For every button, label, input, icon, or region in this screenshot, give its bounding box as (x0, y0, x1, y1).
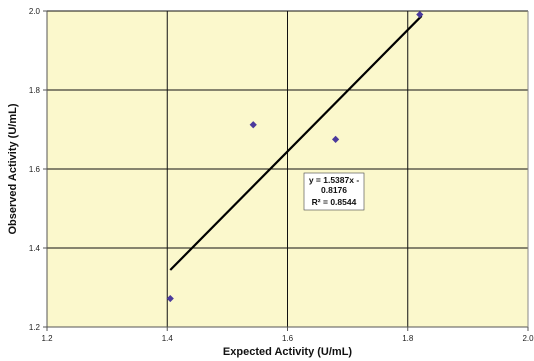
trendline-group (169, 15, 423, 271)
x-tick-labels: 1.2 1.4 1.6 1.8 2.0 (41, 334, 534, 343)
r-squared-label: R² = 0.8544 (312, 197, 357, 207)
equation-line-1: y = 1.5387x - (309, 175, 360, 185)
x-tick-label: 1.8 (402, 334, 414, 343)
y-tick-label: 1.6 (29, 165, 41, 174)
gridlines (47, 10, 528, 327)
data-point (249, 121, 257, 129)
trendline-equation-box: y = 1.5387x - 0.8176 R² = 0.8544 (303, 172, 365, 211)
equation-line-2: 0.8176 (321, 185, 347, 195)
x-tick-label: 1.4 (162, 334, 174, 343)
x-tick-label: 2.0 (522, 334, 534, 343)
y-tick-label: 1.8 (29, 86, 41, 95)
y-tick-label: 1.2 (29, 323, 41, 332)
x-tick-label: 1.2 (41, 334, 53, 343)
y-axis-title: Observed Activity (U/mL) (7, 103, 19, 234)
y-tick-labels: 1.2 1.4 1.6 1.8 2.0 (29, 7, 41, 332)
data-point (416, 10, 424, 19)
y-tick-label: 1.4 (29, 244, 41, 253)
x-axis-title: Expected Activity (U/mL) (223, 346, 353, 358)
y-tick-label: 2.0 (29, 7, 41, 16)
data-points (166, 10, 424, 303)
axes (43, 10, 529, 331)
linear-trendline (169, 15, 423, 271)
equation-box-background (303, 172, 365, 211)
data-point (166, 294, 174, 303)
x-tick-label: 1.6 (282, 334, 294, 343)
data-point (332, 135, 340, 143)
